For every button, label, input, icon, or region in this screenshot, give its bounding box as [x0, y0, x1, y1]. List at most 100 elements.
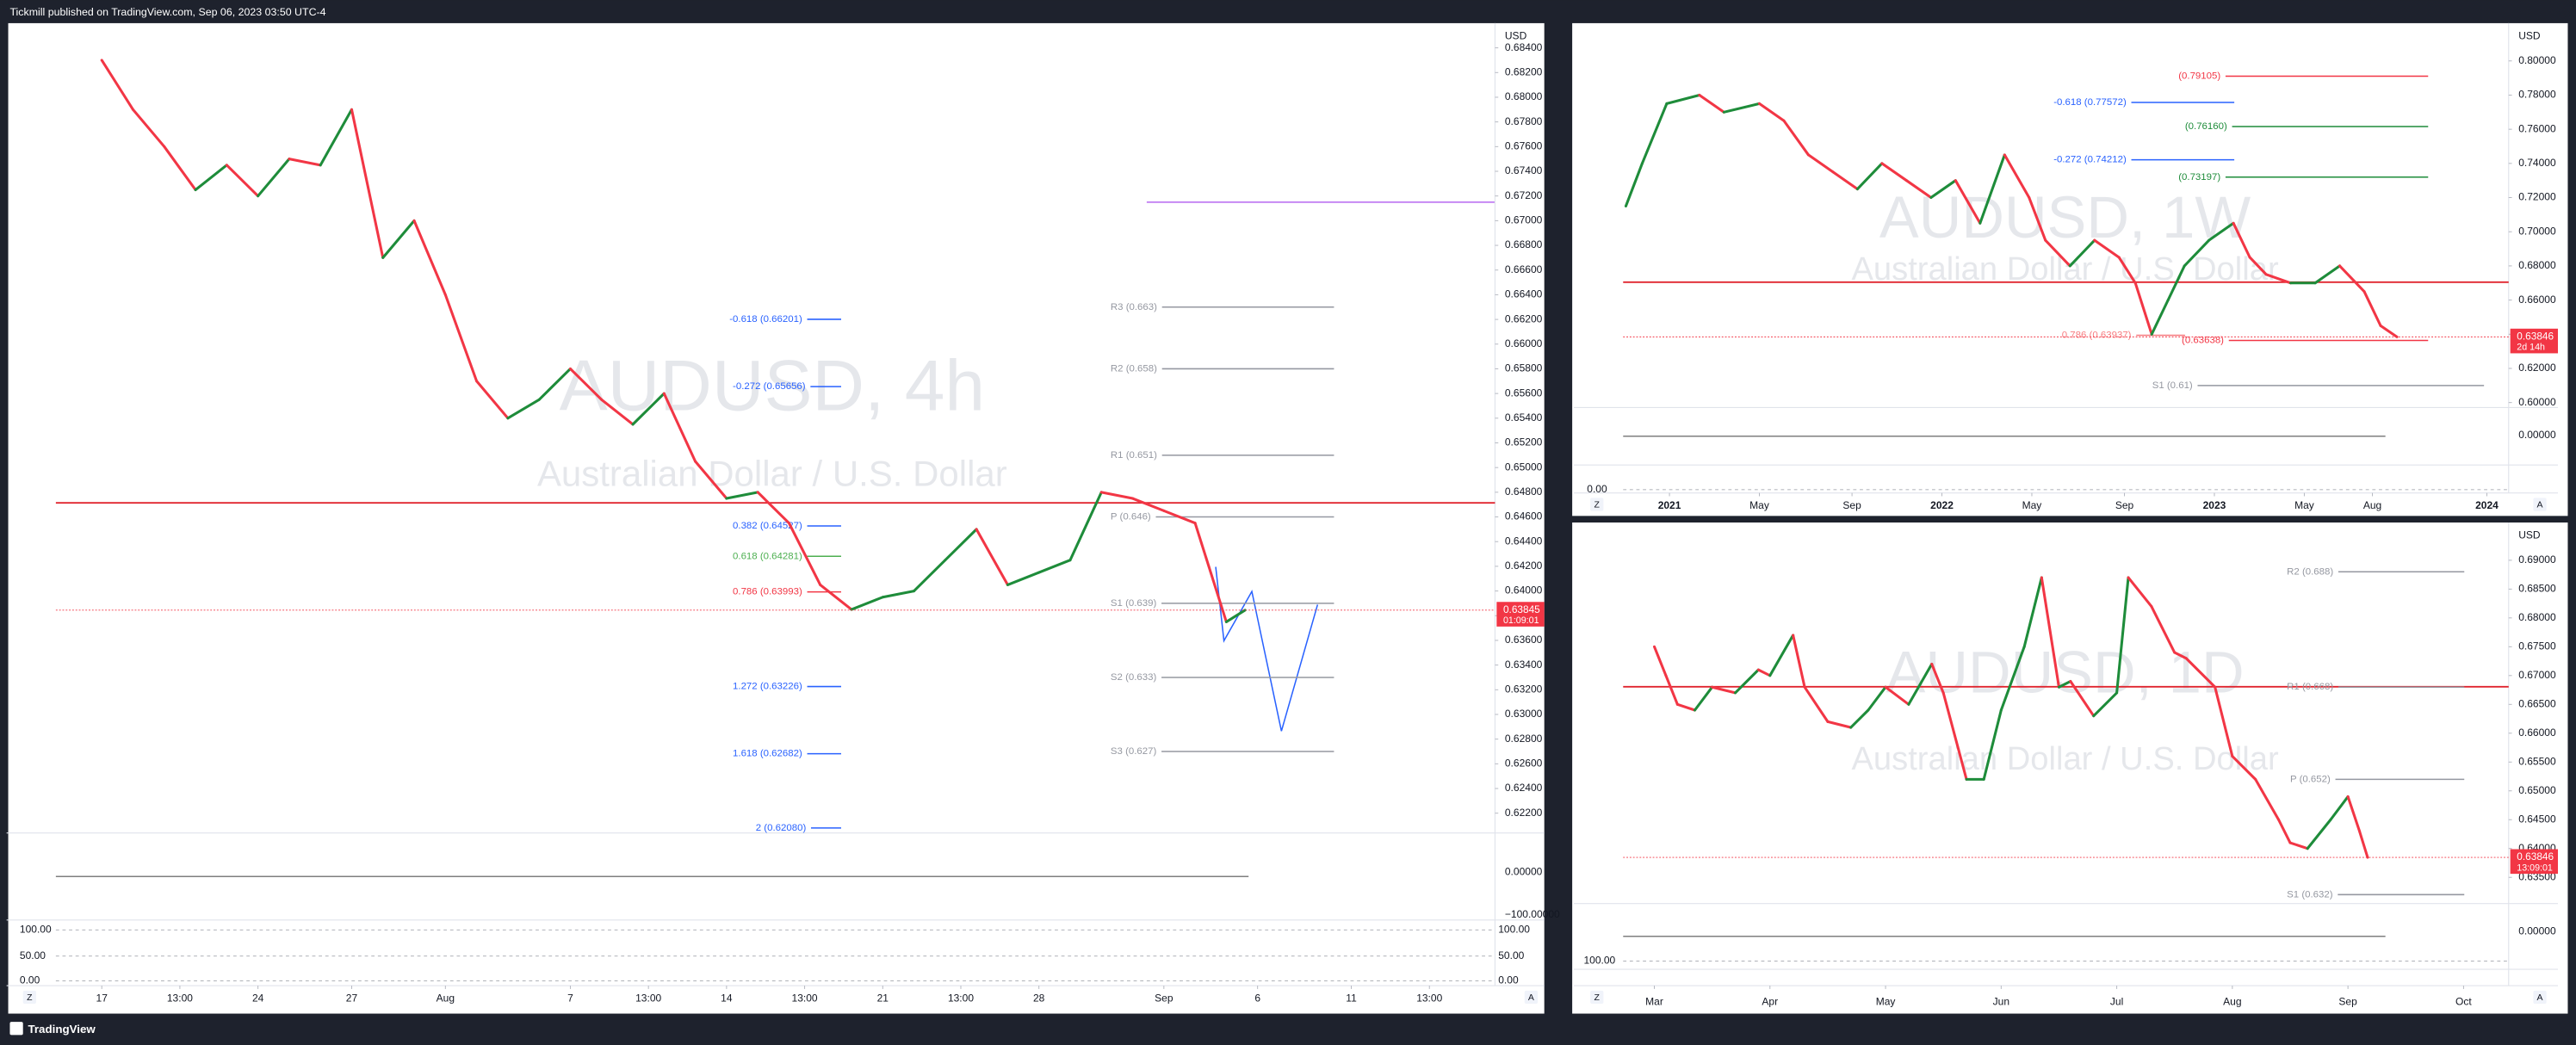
price-segment: [2003, 153, 2031, 200]
price-segment: [600, 398, 635, 426]
y-tick-label: 0.65000: [1505, 461, 1543, 473]
scale-button[interactable]: [22, 990, 36, 1005]
x-tick-label: Sep: [2338, 995, 2357, 1007]
last-price-tag: [2510, 328, 2559, 354]
price-segment: [319, 108, 354, 167]
price-segment: [1826, 720, 1853, 729]
x-tick-label: Sep: [2115, 499, 2134, 511]
price-segment: [2093, 238, 2121, 259]
oscillator-label: 0.00000: [2518, 924, 2556, 937]
price-segment: [2277, 818, 2292, 844]
price-segment: [1792, 634, 1806, 689]
level-label: 0.382 (0.64527): [733, 521, 802, 531]
y-tick-label: 0.62200: [1505, 807, 1543, 819]
x-tick-label: 24: [252, 992, 264, 1005]
price-segment: [1722, 102, 1762, 114]
price-segment: [1867, 685, 1887, 712]
price-segment: [2022, 576, 2043, 648]
scale-button-label[interactable]: Z: [1595, 993, 1601, 1003]
price-segment: [2117, 256, 2137, 285]
y-tick-label: 0.67200: [1505, 189, 1543, 201]
price-segment: [2115, 576, 2130, 695]
x-tick-label: 28: [1033, 992, 1045, 1005]
scale-button[interactable]: [1590, 498, 1604, 511]
level-label: R1 (0.668): [2287, 682, 2333, 692]
price-segment: [1665, 93, 1701, 105]
price-segment: [163, 145, 197, 192]
price-segment: [1068, 491, 1103, 562]
scale-button[interactable]: [1590, 990, 1604, 1005]
scale-button-label[interactable]: Z: [27, 993, 33, 1003]
level-label: R2 (0.688): [2287, 566, 2333, 577]
price-segment: [1904, 179, 1933, 200]
level-label: S3 (0.627): [1111, 746, 1157, 757]
last-price-tag: [1496, 602, 1545, 627]
y-tick-label: 0.63600: [1505, 634, 1543, 646]
watermark-title: AUDUSD, 4h: [560, 345, 985, 426]
level-label: (0.79105): [2178, 71, 2220, 82]
price-segment: [2069, 679, 2096, 718]
price-segment: [2173, 651, 2188, 660]
price-segment: [975, 528, 1009, 586]
y-tick-label: 0.67400: [1505, 164, 1543, 176]
price-segment: [381, 219, 416, 259]
scale-button[interactable]: [2533, 498, 2547, 511]
scale-button[interactable]: [1524, 990, 1539, 1005]
y-tick-label: 0.65600: [1505, 386, 1543, 399]
price-segment: [257, 158, 291, 198]
price-segment: [2362, 290, 2382, 327]
price-segment: [1803, 685, 1830, 723]
price-segment: [1982, 708, 2003, 781]
scale-button[interactable]: [2533, 990, 2547, 1005]
level-label: -0.272 (0.74212): [2053, 155, 2127, 165]
x-tick-label: Sep: [1155, 992, 1173, 1005]
price-segment: [1782, 119, 1810, 157]
projection-path: [1215, 566, 1319, 732]
currency-label: USD: [2518, 29, 2541, 41]
x-tick-label: 27: [346, 992, 358, 1005]
price-segment: [1099, 491, 1135, 500]
x-tick-label: 21: [877, 992, 889, 1005]
price-segment: [2313, 264, 2342, 285]
price-segment: [1162, 509, 1197, 525]
price-segment: [443, 293, 479, 383]
stoch-label: 100.00: [20, 923, 52, 935]
price-segment: [913, 559, 947, 593]
price-segment: [2092, 691, 2119, 718]
price-segment: [475, 380, 510, 420]
price-segment: [2329, 795, 2350, 821]
price-segment: [225, 164, 260, 198]
x-tick-label: Jul: [2110, 995, 2123, 1007]
y-tick-label: 0.62400: [1505, 782, 1543, 794]
y-tick-label: 0.68000: [2518, 611, 2556, 623]
price-segment: [1193, 522, 1228, 623]
scale-button-label[interactable]: A: [2537, 993, 2543, 1003]
level-label: 0.786 (0.63993): [733, 587, 802, 597]
y-tick-label: 0.68000: [2518, 259, 2556, 271]
stoch-label: 100.00: [1583, 955, 1615, 967]
y-tick-label: 0.64800: [1505, 485, 1543, 498]
scale-button-label[interactable]: Z: [1595, 501, 1601, 510]
scale-button-label[interactable]: A: [1528, 993, 1534, 1003]
y-tick-label: 0.67800: [1505, 115, 1543, 127]
scale-button-label[interactable]: A: [2537, 501, 2543, 510]
level-label: 1.272 (0.63226): [733, 682, 802, 692]
price-segment: [2379, 324, 2399, 338]
x-tick-label: 13:00: [635, 992, 661, 1005]
price-segment: [1855, 162, 1884, 191]
countdown-label: 01:09:01: [1503, 615, 1539, 626]
level-label: P (0.646): [1111, 512, 1151, 522]
panel-1d: [1572, 522, 2568, 1014]
countdown-label: 13:09:01: [2517, 863, 2553, 873]
y-tick-label: 0.65800: [1505, 362, 1543, 374]
price-segment: [1930, 662, 1945, 695]
x-tick-label: Mar: [1645, 995, 1663, 1007]
level-label: S1 (0.61): [2152, 380, 2193, 391]
y-tick-label: 0.69000: [2518, 553, 2556, 566]
level-label: R1 (0.651): [1111, 450, 1157, 461]
y-tick-label: 0.67500: [2518, 640, 2556, 652]
y-tick-label: 0.76000: [2518, 122, 2556, 134]
y-tick-label: 0.60000: [2518, 396, 2556, 408]
x-tick-label: 17: [96, 992, 108, 1005]
